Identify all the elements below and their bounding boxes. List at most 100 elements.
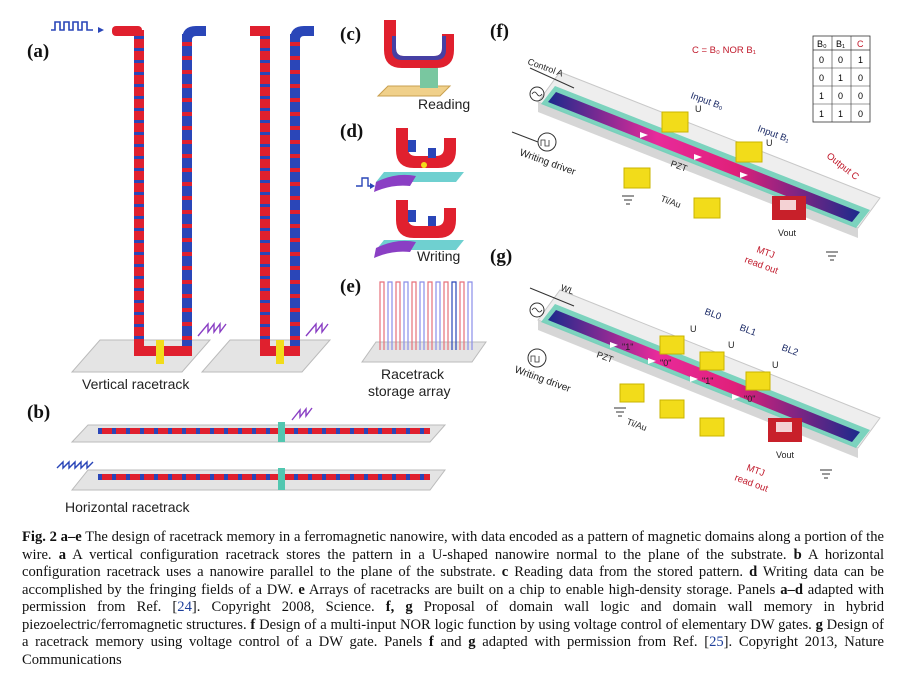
ground-icon [826,251,838,261]
writing-domains-2 [408,210,436,226]
writing-line-1 [374,174,416,192]
reading-sensor [420,64,438,88]
storage-substrate [361,341,487,363]
u-label-g: U [772,360,779,370]
horizontal-racetrack-label: Horizontal racetrack [65,499,190,515]
bit-label: "1" [622,342,633,352]
tt-cell: 1 [838,73,843,83]
tt-header-c: C [857,39,864,49]
vout-label: Vout [778,228,797,238]
reference-link[interactable]: 25 [709,634,724,650]
caption-text: Writing data can be accomplished by the … [22,564,884,598]
panel-label-g: (g) [490,246,512,267]
caption-text: Design of a multi-input NOR logic functi… [255,616,816,633]
electrode-bottom-2 [693,197,721,219]
read-pulse-icon-2 [305,321,329,337]
track-2-top-right [290,26,314,40]
storage-label-line2: storage array [368,383,450,399]
caption-fig-label: Fig. 2 [22,529,57,545]
panel-d: (d) Writing [340,121,464,264]
caption-bold: g [815,616,823,633]
tt-cell: 1 [819,109,824,119]
track-1-left-leg [134,30,144,350]
wl-source-wave [531,307,543,313]
ground-icon [614,407,626,417]
panel-c: (c) Reading [340,20,470,112]
writing-u-wire-2 [396,200,456,238]
u-label-g: U [728,340,735,350]
writing-driver-label: Writing driver [518,147,578,178]
panel-label-e: (e) [340,276,361,297]
tt-cell: 0 [838,91,843,101]
electrode-bl2 [745,371,771,391]
horizontal-contact-2 [278,468,285,490]
panel-b: (b) Horizontal racetrack [27,402,447,515]
caption-text: A horizontal configuration racetrack use… [22,546,884,581]
arrow-icon [98,27,104,33]
writing-driver-label-g: Writing driver [513,364,573,395]
writing-driver-icon-g [527,348,547,368]
reading-label: Reading [418,96,470,112]
panel-label-f: (f) [490,21,509,42]
caption-text: Design of a racetrack memory using volta… [22,616,884,651]
electrode-b1-top [735,141,763,163]
wl-line [529,287,575,307]
tt-header-b1: B₁ [836,39,845,49]
caption-text: The design of racetrack memory in a ferr… [22,529,884,563]
tt-cell: 0 [838,55,843,65]
u-label: U [695,104,702,114]
panel-f: (f) C = B₀ NOR B₁ B₀ B₁ C 0 0 1 0 1 0 1 … [490,21,881,358]
horizontal-racetrack-1 [98,428,430,434]
nanowire-f [548,92,860,222]
tt-cell: 1 [838,109,843,119]
caption-text: Arrays of racetracks are built on a chip… [304,581,781,598]
panel-label-b: (b) [27,402,50,423]
writing-arrow-icon [370,183,375,189]
storage-label-line1: Racetrack [381,366,445,382]
track-2-right-leg [290,34,300,350]
tiau-label: Ti/Au [659,193,682,209]
caption-bold: f [428,634,434,650]
track-2-left-leg [260,26,270,350]
electrode-bottom-g3 [699,417,725,437]
pulse-train-icon [51,21,93,31]
electrode-bl0 [659,335,685,355]
reference-link[interactable]: 24 [177,599,192,615]
electrode-bottom-1 [623,167,651,189]
tt-cell: 0 [819,55,824,65]
nor-equation: C = B₀ NOR B₁ [692,45,756,56]
caption-bold: a [58,546,66,563]
writing-pulse-icon [356,177,372,187]
dw-fringe-field-icon [421,162,427,168]
caption-bold: d [749,564,758,580]
caption-bold: c [501,564,509,580]
track-1-right-leg [182,34,192,350]
panel-e: (e) Racetrack storage array [340,276,487,399]
bl2-label: BL2 [780,342,800,358]
caption-bold: a–e [60,529,82,545]
read-out-label-g: read out [733,472,770,494]
horizontal-racetrack-2 [98,474,430,480]
caption-text: ]. Copyright 2008, Science. [191,599,386,615]
control-line [529,67,575,89]
electrode-bl1 [699,351,725,371]
tt-cell: 1 [819,91,824,101]
writing-domains-1 [408,140,436,158]
tt-cell: 0 [858,91,863,101]
electrode-bottom-g2 [659,399,685,419]
reading-substrate [376,85,452,97]
caption-text: Reading data from the stored pattern. [508,564,750,580]
caption-bold: b [793,546,802,563]
horizontal-contact-1 [278,422,285,442]
caption-text: Proposal of domain wall logic and domain… [22,599,884,633]
track-2-contact [276,340,284,364]
electrode-bottom-g1 [619,383,645,403]
bit-label: "0" [744,394,755,404]
caption-text: adapted with permission from Ref. [ [475,634,710,650]
bit-label: "0" [660,358,671,368]
panel-label-d: (d) [340,121,363,142]
reading-domain-stripes [392,36,446,60]
ac-source-icon [529,86,545,102]
figure-caption: Fig. 2 a–e The design of racetrack memor… [22,529,884,669]
tt-cell: 1 [858,55,863,65]
